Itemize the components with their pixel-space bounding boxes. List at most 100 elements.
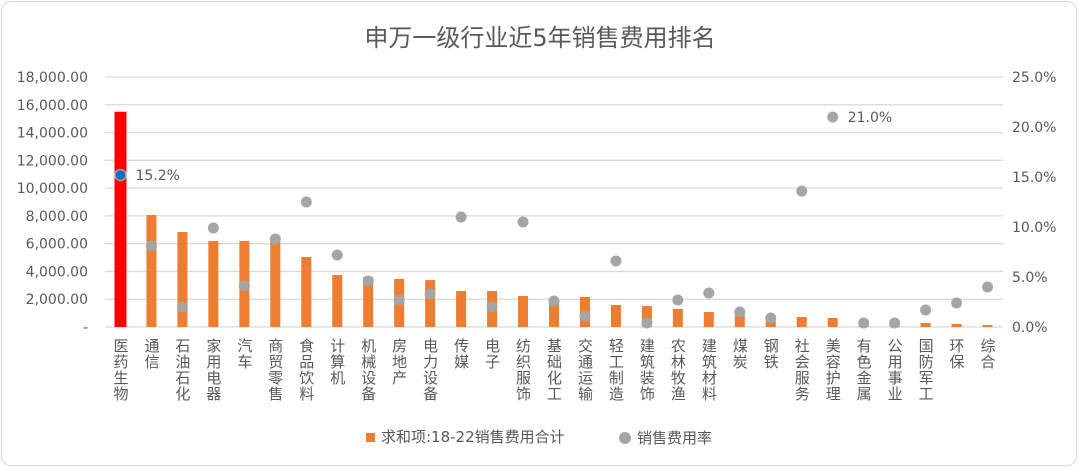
- rate-point: [300, 196, 312, 208]
- category-label: 商贸零售: [266, 338, 284, 402]
- bar: [920, 322, 931, 327]
- category-label: 食品饮料: [297, 338, 315, 402]
- legend-dot-label: 销售费用率: [637, 429, 712, 447]
- category-label: 社会服务: [793, 338, 811, 402]
- rate-point: [145, 240, 157, 252]
- category-label: 汽车: [235, 338, 253, 370]
- legend-bar-swatch: [366, 433, 375, 442]
- category-label: 传媒: [452, 338, 470, 370]
- bar: [951, 323, 962, 327]
- bar: [456, 291, 467, 327]
- rate-point: [114, 168, 127, 182]
- category-label: 交通运输: [576, 337, 594, 402]
- left-axis-tick-label: 8,000.00: [26, 209, 88, 225]
- bar: [518, 296, 529, 327]
- data-label: 15.2%: [135, 168, 179, 184]
- rate-point: [858, 317, 870, 329]
- right-axis-tick-label: 20.0%: [1012, 120, 1056, 136]
- rate-point: [703, 287, 715, 299]
- category-label: 农林牧渔: [669, 338, 687, 402]
- category-label: 机械设备: [359, 338, 377, 402]
- category-label: 家用电器: [204, 338, 222, 402]
- category-label: 纺织服饰: [514, 338, 532, 402]
- bar: [146, 215, 157, 327]
- category-label: 房地产: [390, 338, 408, 386]
- category-label: 有色金属: [855, 338, 873, 402]
- category-label: 电子: [483, 338, 501, 370]
- category-label: 综合: [979, 338, 997, 370]
- category-label: 计算机: [328, 338, 346, 386]
- rate-point: [889, 317, 901, 329]
- legend-bar-label: 求和项:18-22销售费用合计: [381, 428, 565, 446]
- rate-point: [579, 310, 591, 322]
- category-label: 基础化工: [545, 338, 563, 402]
- rate-point: [796, 185, 808, 197]
- rate-point: [765, 312, 777, 324]
- category-label: 煤炭: [731, 338, 749, 370]
- right-axis-tick-label: 5.0%: [1012, 270, 1048, 286]
- left-axis-tick-label: 2,000.00: [26, 292, 88, 308]
- rate-point: [951, 297, 963, 309]
- rate-point: [672, 294, 684, 306]
- rate-point: [920, 304, 932, 316]
- bar: [982, 325, 993, 327]
- category-label: 钢铁: [762, 338, 780, 370]
- rate-point: [734, 306, 746, 318]
- rate-point: [455, 211, 467, 223]
- bar: [796, 317, 807, 327]
- category-label: 电力设备: [421, 338, 439, 402]
- right-axis-tick-label: 0.0%: [1012, 320, 1048, 336]
- bar: [703, 312, 714, 327]
- rate-point: [331, 249, 343, 261]
- category-label: 建筑装饰: [638, 338, 656, 402]
- rate-point: [176, 301, 188, 313]
- rate-point: [269, 233, 281, 245]
- category-label: 石油石化: [173, 338, 191, 402]
- rate-point: [610, 255, 622, 267]
- rate-point: [207, 222, 219, 234]
- right-axis-tick-label: 25.0%: [1012, 70, 1056, 86]
- rate-point: [238, 280, 250, 292]
- legend-dot-swatch: [619, 432, 631, 444]
- bar: [549, 299, 559, 327]
- bar: [672, 308, 683, 327]
- left-axis-tick-label: -: [83, 320, 88, 336]
- rate-point: [827, 111, 839, 123]
- legend: 求和项:18-22销售费用合计 销售费用率: [366, 428, 712, 447]
- rate-point: [362, 275, 374, 287]
- bar: [425, 280, 436, 327]
- data-label: 21.0%: [848, 110, 892, 126]
- right-axis-tick-label: 10.0%: [1012, 220, 1056, 236]
- bar: [641, 306, 652, 327]
- category-label: 国防军工: [917, 338, 935, 402]
- right-axis-tick-label: 15.0%: [1012, 170, 1056, 186]
- bar: [332, 275, 343, 327]
- bar: [610, 305, 621, 327]
- category-label: 环保: [948, 338, 966, 370]
- chart-title: 申万一级行业近5年销售费用排名: [364, 24, 715, 52]
- left-axis-tick-label: 6,000.00: [26, 237, 88, 253]
- bar: [208, 241, 219, 327]
- category-label: 医药生物: [111, 338, 129, 402]
- bar: [827, 317, 838, 327]
- bar: [270, 241, 281, 327]
- left-axis-tick-label: 12,000.00: [17, 153, 88, 169]
- left-axis-tick-label: 10,000.00: [17, 181, 88, 197]
- rate-point: [486, 301, 498, 313]
- bar: [363, 277, 374, 327]
- bar: [114, 111, 127, 327]
- bar: [177, 232, 188, 327]
- left-axis-tick-label: 4,000.00: [26, 264, 88, 280]
- left-axis-tick-label: 14,000.00: [17, 126, 88, 142]
- left-axis-tick-label: 18,000.00: [17, 70, 88, 86]
- rate-point: [424, 288, 436, 300]
- category-label: 公用事业: [886, 338, 904, 402]
- rate-point: [517, 216, 529, 228]
- rate-point: [982, 281, 994, 293]
- category-label: 美容护理: [824, 338, 842, 402]
- rate-point: [641, 317, 653, 329]
- left-axis-tick-label: 16,000.00: [17, 98, 88, 114]
- category-label: 轻工制造: [607, 338, 625, 402]
